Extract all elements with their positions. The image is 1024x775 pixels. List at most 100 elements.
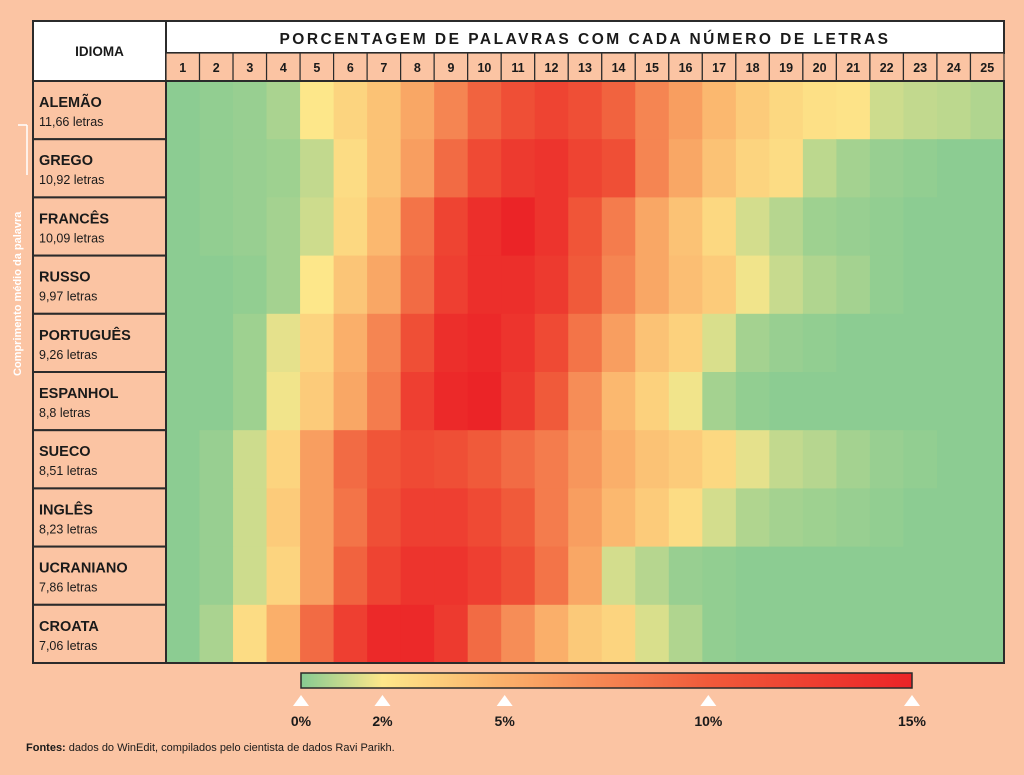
heatmap-cell bbox=[300, 430, 335, 489]
heatmap-cell bbox=[501, 313, 536, 373]
heatmap-cell bbox=[635, 488, 670, 548]
row-label-cell bbox=[32, 603, 167, 664]
heatmap-cell bbox=[266, 139, 301, 198]
heatmap-cell bbox=[534, 255, 569, 315]
heatmap-cell bbox=[534, 313, 569, 373]
heatmap-cell bbox=[166, 197, 201, 257]
heatmap-cell bbox=[802, 81, 837, 140]
language-name: FRANCÊS bbox=[39, 209, 109, 227]
heatmap-cell bbox=[936, 604, 972, 664]
heatmap-cell bbox=[199, 255, 234, 315]
heatmap-cell bbox=[936, 139, 972, 198]
heatmap-cell bbox=[735, 430, 770, 489]
heatmap-cell bbox=[300, 197, 335, 257]
heatmap-cell bbox=[166, 546, 201, 606]
heatmap-cell bbox=[568, 197, 603, 257]
heatmap-cell bbox=[501, 372, 536, 431]
heatmap-cell bbox=[400, 372, 435, 431]
column-header-cell bbox=[500, 52, 536, 82]
heatmap-cell bbox=[836, 604, 871, 664]
heatmap-cell bbox=[266, 546, 301, 606]
language-name: PORTUGUÊS bbox=[39, 326, 131, 344]
heatmap-cell bbox=[333, 255, 368, 315]
heatmap-cell bbox=[903, 313, 938, 373]
heatmap-cell bbox=[367, 430, 402, 489]
heatmap-cell bbox=[434, 488, 469, 548]
language-average-length: 9,97 letras bbox=[39, 290, 97, 304]
heatmap-cell bbox=[199, 604, 234, 664]
heatmap-cell bbox=[199, 372, 234, 431]
heatmap-cell bbox=[199, 139, 234, 198]
column-header-label: 13 bbox=[578, 61, 592, 75]
heatmap-cell bbox=[233, 255, 268, 315]
heatmap-cell bbox=[970, 197, 1005, 257]
language-average-length: 8,23 letras bbox=[39, 522, 97, 536]
source-note: Fontes: dados do WinEdit, compilados pel… bbox=[26, 742, 395, 754]
heatmap-cell bbox=[936, 372, 972, 431]
heatmap-cell bbox=[601, 139, 636, 198]
column-header-label: 6 bbox=[347, 61, 354, 75]
heatmap-cell bbox=[802, 139, 837, 198]
heatmap-cell bbox=[769, 197, 804, 257]
heatmap-cell bbox=[970, 604, 1005, 664]
heatmap-cell bbox=[434, 546, 469, 606]
heatmap-cell bbox=[903, 430, 938, 489]
heatmap-cell bbox=[936, 430, 972, 489]
heatmap-cell bbox=[467, 313, 502, 373]
heatmap-cell bbox=[836, 81, 871, 140]
column-header-cell bbox=[634, 52, 670, 82]
heatmap-cell bbox=[903, 372, 938, 431]
heatmap-cell bbox=[836, 255, 871, 315]
heatmap-cell bbox=[400, 81, 435, 140]
heatmap-cell bbox=[836, 488, 871, 548]
heatmap-cell bbox=[501, 197, 536, 257]
heatmap-cell bbox=[467, 255, 502, 315]
heatmap-cell bbox=[702, 372, 737, 431]
heatmap-cell bbox=[601, 81, 636, 140]
heatmap-cell bbox=[668, 81, 703, 140]
heatmap-cell bbox=[668, 488, 703, 548]
heatmap-cell bbox=[769, 139, 804, 198]
heatmap-cell bbox=[769, 313, 804, 373]
heatmap-cell bbox=[568, 139, 603, 198]
column-header-label: 18 bbox=[746, 61, 760, 75]
column-header-label: 17 bbox=[712, 61, 726, 75]
heatmap-cell bbox=[266, 255, 301, 315]
heatmap-cell bbox=[601, 255, 636, 315]
grid-border bbox=[165, 80, 1005, 664]
row-label-cell bbox=[32, 487, 167, 548]
column-header-cell bbox=[969, 52, 1005, 82]
column-header-label: 11 bbox=[511, 61, 524, 75]
heatmap-cell bbox=[300, 546, 335, 606]
language-average-length: 8,8 letras bbox=[39, 406, 90, 420]
heatmap-cell bbox=[869, 139, 905, 198]
heatmap-cell bbox=[333, 313, 368, 373]
column-header-label: 21 bbox=[846, 61, 860, 75]
heatmap-cell bbox=[534, 430, 569, 489]
idioma-header-label: IDIOMA bbox=[75, 44, 124, 59]
heatmap-cell bbox=[601, 197, 636, 257]
heatmap-cell bbox=[601, 546, 636, 606]
heatmap-cell bbox=[199, 430, 234, 489]
heatmap-cell bbox=[233, 197, 268, 257]
heatmap-cell bbox=[869, 372, 905, 431]
heatmap-cell bbox=[434, 139, 469, 198]
heatmap-cell bbox=[970, 546, 1005, 606]
heatmap-cell bbox=[903, 197, 938, 257]
heatmap-cell bbox=[501, 546, 536, 606]
heatmap-cell bbox=[869, 430, 905, 489]
heatmap-cell bbox=[166, 139, 201, 198]
heatmap-cell bbox=[702, 255, 737, 315]
heatmap-cell bbox=[400, 430, 435, 489]
heatmap-cell bbox=[233, 604, 268, 664]
scale-tick-marker bbox=[293, 695, 309, 706]
column-header-label: 22 bbox=[880, 61, 894, 75]
heatmap-cell bbox=[936, 313, 972, 373]
heatmap-cell bbox=[367, 372, 402, 431]
heatmap-cell bbox=[233, 488, 268, 548]
column-header-label: 3 bbox=[246, 61, 253, 75]
language-average-length: 9,26 letras bbox=[39, 348, 97, 362]
language-average-length: 7,86 letras bbox=[39, 581, 97, 595]
language-name: ESPANHOL bbox=[39, 386, 119, 402]
heatmap-cell bbox=[668, 255, 703, 315]
